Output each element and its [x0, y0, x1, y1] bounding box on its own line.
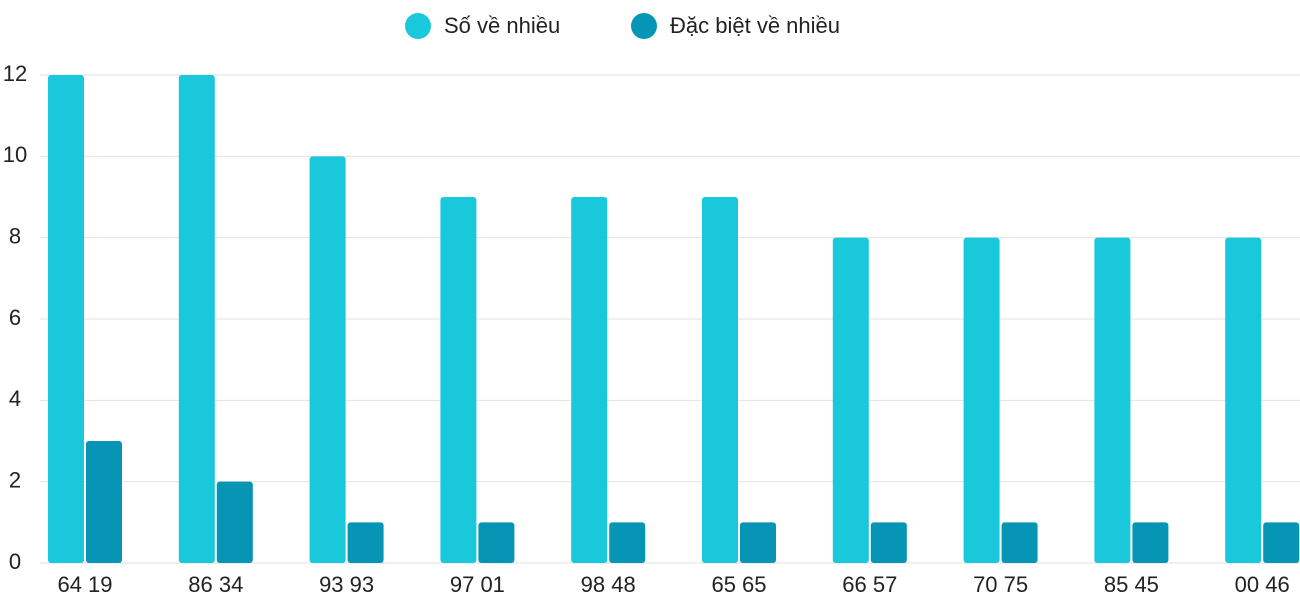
- bar: [1094, 237, 1131, 563]
- x-tick-label: 93 93: [319, 572, 374, 597]
- x-tick-label: 86 34: [188, 572, 243, 597]
- y-tick-label: 10: [3, 142, 27, 167]
- bar: [86, 441, 122, 563]
- x-tick-label: 64 19: [57, 572, 112, 597]
- bar: [1001, 522, 1038, 563]
- bar: [178, 75, 215, 563]
- bar: [1225, 237, 1262, 563]
- bar: [347, 522, 384, 563]
- x-tick-label: 98 48: [581, 572, 636, 597]
- bar: [571, 197, 608, 563]
- legend-marker: [405, 13, 431, 39]
- bar: [48, 75, 84, 563]
- x-tick-label: 97 01: [450, 572, 505, 597]
- bar: [440, 197, 477, 563]
- bar: [870, 522, 907, 563]
- x-tick-label: 85 45: [1104, 572, 1159, 597]
- x-tick-label: 70 75: [973, 572, 1028, 597]
- x-tick-label: 00 46: [1235, 572, 1290, 597]
- y-tick-label: 0: [9, 549, 21, 574]
- bar: [1132, 522, 1169, 563]
- bar: [1263, 522, 1300, 563]
- y-tick-label: 12: [3, 61, 27, 86]
- bar: [702, 197, 738, 563]
- legend-marker: [631, 13, 657, 39]
- bar: [309, 156, 346, 564]
- bar: [832, 237, 869, 563]
- bar: [216, 481, 253, 563]
- x-tick-label: 66 57: [842, 572, 897, 597]
- bar: [963, 237, 1000, 563]
- bar: [740, 522, 776, 563]
- y-tick-label: 4: [9, 386, 21, 411]
- legend-label: Số về nhiều: [444, 13, 560, 38]
- bar: [609, 522, 646, 563]
- y-tick-label: 6: [9, 305, 21, 330]
- legend-label: Đặc biệt về nhiều: [670, 13, 840, 38]
- bar: [478, 522, 515, 563]
- y-tick-label: 2: [9, 467, 21, 492]
- x-tick-label: 65 65: [711, 572, 766, 597]
- y-tick-label: 8: [9, 223, 21, 248]
